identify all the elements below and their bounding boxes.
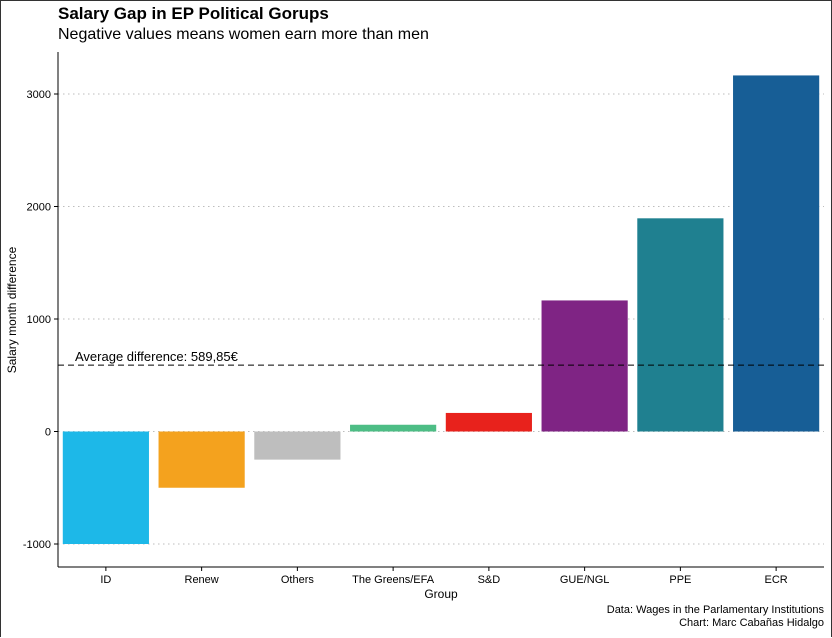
average-reference-label: Average difference: 589,85€ xyxy=(75,349,239,364)
x-tick-label: S&D xyxy=(478,574,501,586)
x-tick-label: PPE xyxy=(669,574,691,586)
x-axis-title: Group xyxy=(424,587,458,601)
y-tick-label: 3000 xyxy=(27,89,51,101)
y-tick-label: 0 xyxy=(45,427,51,439)
bar xyxy=(62,431,149,544)
chart-subtitle: Negative values means women earn more th… xyxy=(58,26,429,43)
bar xyxy=(637,218,724,432)
bars xyxy=(62,75,820,544)
y-tick-label: 2000 xyxy=(27,202,51,214)
bar xyxy=(541,300,628,432)
caption-author: Chart: Marc Cabañas Hidalgo xyxy=(679,617,824,629)
x-tick-label: Renew xyxy=(185,574,219,586)
x-tick-label: ECR xyxy=(765,574,788,586)
y-tick-label: 1000 xyxy=(27,314,51,326)
bar xyxy=(158,431,245,488)
bar xyxy=(445,412,532,432)
x-axis-ticks: ID Renew Others The Greens/EFA S&D GUE/NGL PPE… xyxy=(100,567,788,586)
x-tick-label: The Greens/EFA xyxy=(352,574,435,586)
x-tick-label: Others xyxy=(281,574,315,586)
y-axis-title: Salary month difference xyxy=(5,246,19,373)
chart-caption: Data: Wages in the Parlamentary Institut… xyxy=(607,604,824,630)
y-tick-label: -1000 xyxy=(23,539,51,551)
bar xyxy=(733,75,820,432)
chart-title: Salary Gap in EP Political Gorups xyxy=(58,4,329,23)
x-tick-label: GUE/NGL xyxy=(560,574,610,586)
bar xyxy=(350,424,437,432)
caption-data-source: Data: Wages in the Parlamentary Institut… xyxy=(606,604,824,616)
x-tick-label: ID xyxy=(100,574,111,586)
y-axis-ticks: -1000 0 1000 2000 3000 xyxy=(23,89,58,551)
bar xyxy=(254,431,341,460)
